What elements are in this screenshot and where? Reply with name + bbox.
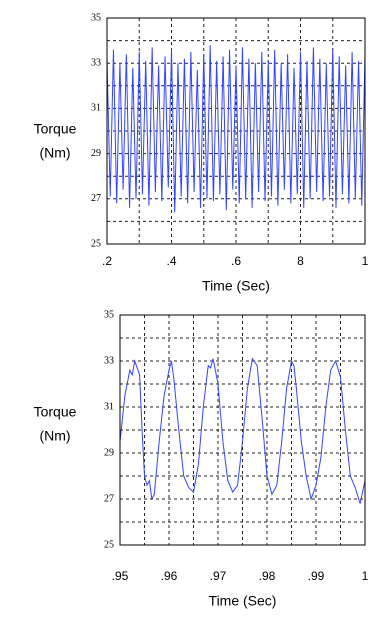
x-axis-label: Time (Sec) (209, 593, 277, 609)
y-axis-label: Torque (34, 404, 77, 420)
y-tick-label: 33 (91, 57, 101, 68)
y-axis-label: Torque (34, 121, 77, 137)
x-tick-label: 1 (362, 569, 369, 583)
y-tick-label: 27 (104, 493, 114, 504)
y-tick-label: 35 (104, 309, 114, 320)
data-line (106, 45, 366, 213)
y-axis-label: (Nm) (39, 145, 70, 161)
x-tick-label: .2 (102, 254, 112, 268)
x-tick-label: .97 (210, 569, 227, 583)
x-tick-label: .6 (231, 254, 241, 268)
x-tick-label: .99 (308, 569, 325, 583)
y-tick-label: 25 (104, 539, 114, 550)
x-tick-label: .4 (166, 254, 176, 268)
x-tick-label: 1 (362, 254, 369, 268)
y-tick-label: 33 (104, 355, 114, 366)
plot-frame (119, 314, 366, 546)
data-line (119, 357, 366, 504)
x-tick-label: 8 (297, 254, 304, 268)
y-tick-label: 29 (91, 148, 101, 159)
y-tick-label: 31 (104, 401, 114, 412)
x-tick-label: .95 (112, 569, 129, 583)
y-tick-label: 31 (91, 103, 101, 114)
y-tick-label: 35 (91, 12, 101, 23)
y-tick-label: 29 (104, 447, 114, 458)
y-axis-label: (Nm) (39, 428, 70, 444)
x-axis-label: Time (Sec) (202, 278, 270, 294)
x-tick-label: .98 (259, 569, 276, 583)
y-tick-label: 25 (91, 238, 101, 249)
plot-frame (106, 17, 366, 245)
y-tick-label: 27 (91, 193, 101, 204)
x-tick-label: .96 (161, 569, 178, 583)
